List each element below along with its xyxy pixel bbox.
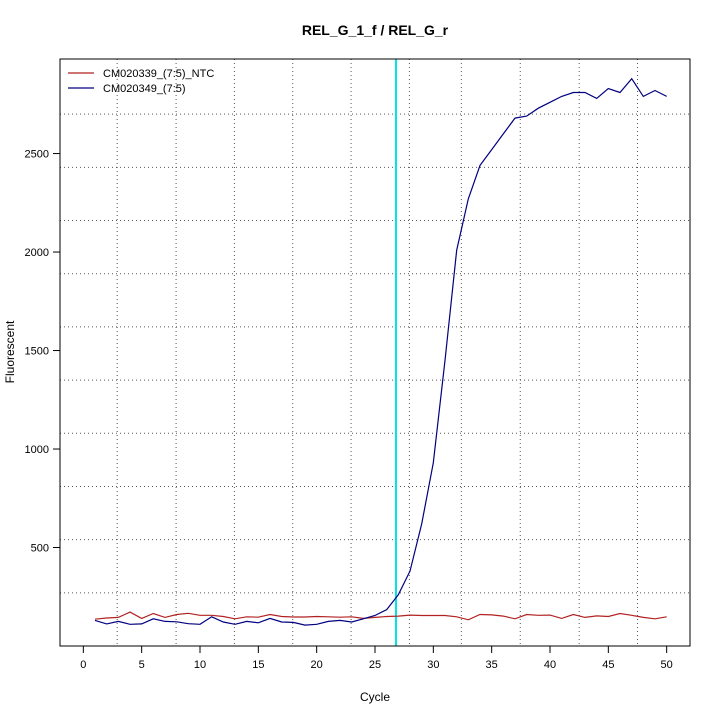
x-tick-label: 5 (139, 659, 145, 671)
legend: CM020339_(7:5)_NTC CM020349_(7:5) (68, 68, 214, 95)
plot-frame (59, 58, 691, 647)
x-tick-label: 20 (311, 659, 323, 671)
x-tick-label: 10 (194, 659, 206, 671)
legend-label: CM020339_(7:5)_NTC (103, 68, 214, 80)
x-tick-label: 40 (544, 659, 556, 671)
y-tick-label: 2000 (25, 247, 49, 259)
chart-title: REL_G_1_f / REL_G_r (302, 22, 449, 38)
series-line-2 (94, 77, 667, 626)
y-axis: 500 1000 1500 2000 2500 (25, 149, 61, 555)
x-tick-label: 15 (252, 659, 264, 671)
x-tick-label: 30 (427, 659, 439, 671)
x-axis: 0 5 10 15 20 25 30 35 40 45 50 (80, 645, 673, 671)
x-tick-label: 50 (661, 659, 673, 671)
y-tick-label: 1500 (25, 346, 49, 358)
y-tick-label: 2500 (25, 149, 49, 161)
x-axis-label: Cycle (360, 690, 390, 704)
x-tick-label: 35 (486, 659, 498, 671)
x-tick-label: 25 (369, 659, 381, 671)
y-axis-label: Fluorescent (3, 320, 17, 383)
x-tick-label: 45 (602, 659, 614, 671)
legend-label: CM020349_(7:5) (103, 83, 186, 95)
x-tick-label: 0 (80, 659, 86, 671)
grid (60, 59, 690, 646)
y-tick-label: 1000 (25, 444, 49, 456)
series-layer (94, 77, 667, 626)
series-line-1 (94, 611, 667, 621)
y-tick-label: 500 (31, 543, 49, 555)
